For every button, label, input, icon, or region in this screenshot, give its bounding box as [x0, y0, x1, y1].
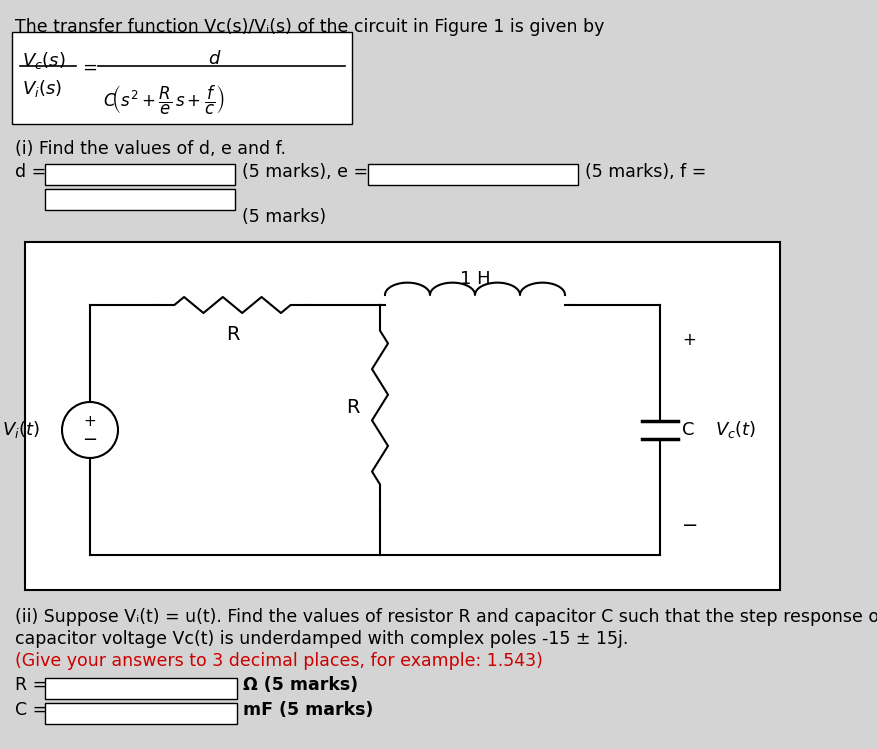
Text: (5 marks), f =: (5 marks), f = [585, 163, 706, 181]
Text: (ii) Suppose Vᵢ(t) = u(t). Find the values of resistor R and capacitor C such th: (ii) Suppose Vᵢ(t) = u(t). Find the valu… [15, 608, 877, 626]
Text: R: R [225, 325, 239, 344]
Text: $V_c(s)$: $V_c(s)$ [22, 50, 66, 71]
Bar [368, 164, 578, 185]
Text: C =: C = [15, 701, 53, 719]
Bar [25, 242, 780, 590]
Text: $C\!\left(s^2+\dfrac{R}{e}\,s+\dfrac{f}{c}\right)$: $C\!\left(s^2+\dfrac{R}{e}\,s+\dfrac{f}{… [103, 84, 225, 117]
Text: $V_i(t)$: $V_i(t)$ [2, 419, 40, 440]
Text: (Give your answers to 3 decimal places, for example: 1.543): (Give your answers to 3 decimal places, … [15, 652, 543, 670]
Bar [45, 164, 235, 185]
Text: $V_c(t)$: $V_c(t)$ [715, 419, 756, 440]
Bar [45, 678, 237, 699]
Text: −: − [82, 431, 97, 449]
Text: The transfer function Vᴄ(s)/Vᵢ(s) of the circuit in Figure 1 is given by: The transfer function Vᴄ(s)/Vᵢ(s) of the… [15, 18, 604, 36]
Bar [12, 32, 352, 124]
Text: Ω (5 marks): Ω (5 marks) [243, 676, 358, 694]
Text: =: = [82, 59, 97, 77]
Text: $V_i(s)$: $V_i(s)$ [22, 78, 62, 99]
Text: d =: d = [15, 163, 52, 181]
Text: (5 marks): (5 marks) [242, 208, 326, 226]
Text: C: C [682, 421, 695, 439]
Bar [45, 189, 235, 210]
Text: mF (5 marks): mF (5 marks) [243, 701, 374, 719]
Text: +: + [682, 331, 695, 349]
Text: R =: R = [15, 676, 53, 694]
Text: −: − [682, 515, 698, 535]
Text: R: R [346, 398, 360, 417]
Text: (i) Find the values of d, e and f.: (i) Find the values of d, e and f. [15, 140, 286, 158]
Text: $d$: $d$ [208, 50, 222, 68]
Text: (5 marks), e =: (5 marks), e = [242, 163, 374, 181]
Text: capacitor voltage Vᴄ(t) is underdamped with complex poles -15 ± 15j.: capacitor voltage Vᴄ(t) is underdamped w… [15, 630, 629, 648]
Text: 1 H: 1 H [460, 270, 490, 288]
Text: +: + [83, 413, 96, 428]
Bar [45, 703, 237, 724]
